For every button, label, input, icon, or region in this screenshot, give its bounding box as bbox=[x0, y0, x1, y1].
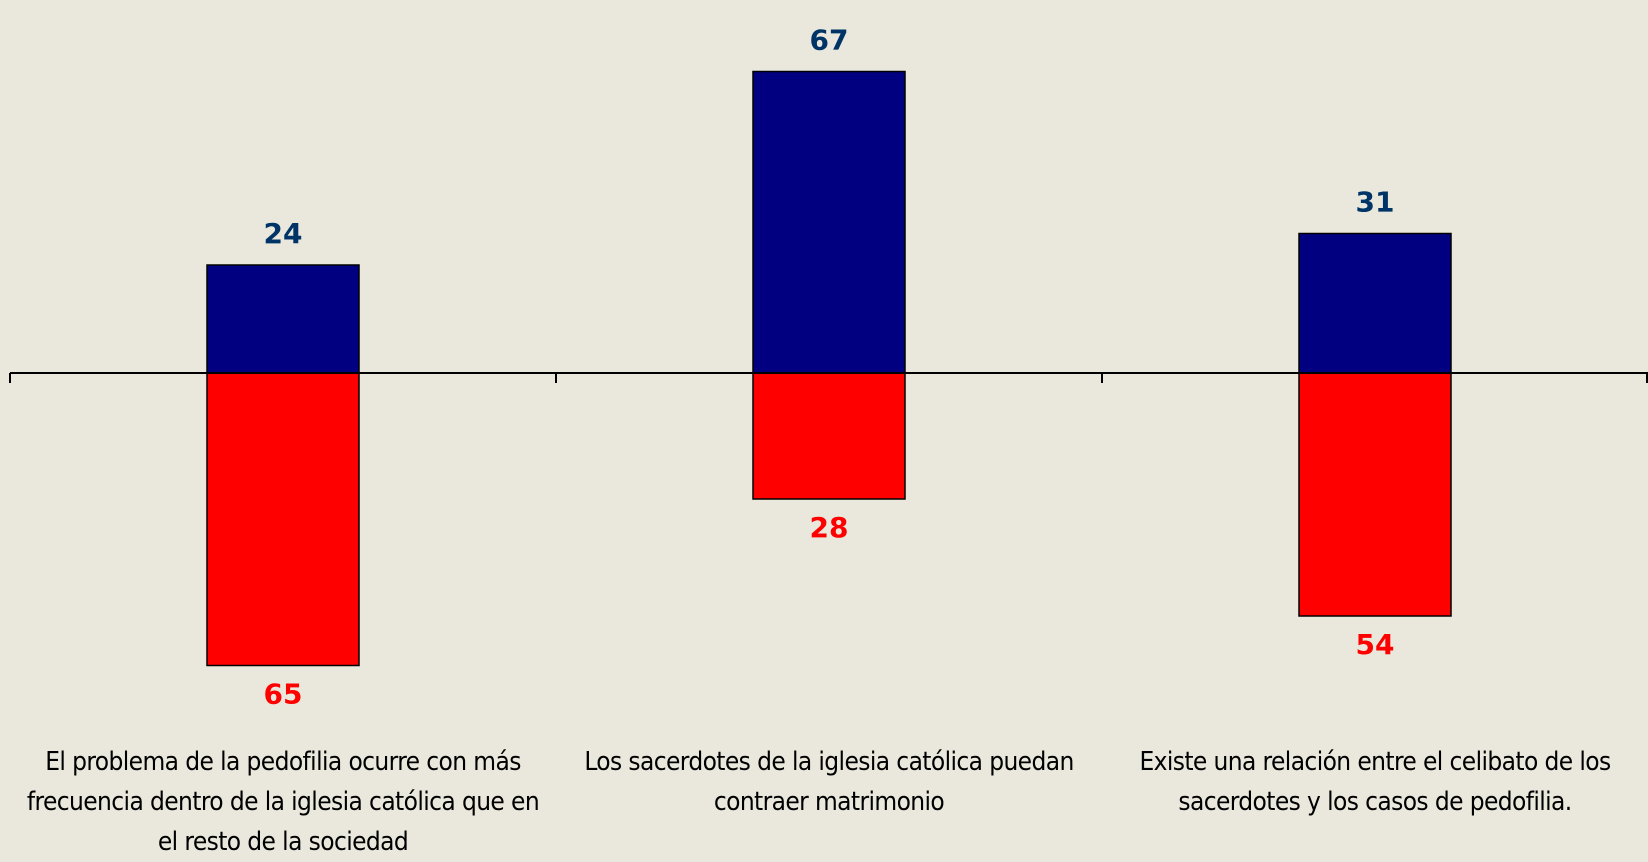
value-label: 67 bbox=[810, 24, 849, 57]
value-label: 24 bbox=[264, 217, 303, 250]
bar bbox=[752, 372, 906, 500]
bar bbox=[206, 372, 360, 667]
category-label: Los sacerdotes de la iglesia católica pu… bbox=[584, 747, 1074, 817]
category-label: Existe una relación entre el celibato de… bbox=[1139, 747, 1611, 817]
bar bbox=[206, 264, 360, 374]
bar bbox=[1298, 372, 1452, 617]
value-label: 65 bbox=[264, 678, 303, 711]
value-label: 28 bbox=[810, 511, 849, 544]
bar bbox=[752, 70, 906, 374]
bar bbox=[1298, 232, 1452, 374]
value-label: 54 bbox=[1356, 628, 1395, 661]
value-label: 31 bbox=[1356, 186, 1395, 219]
category-label: El problema de la pedofilia ocurre con m… bbox=[26, 747, 540, 857]
